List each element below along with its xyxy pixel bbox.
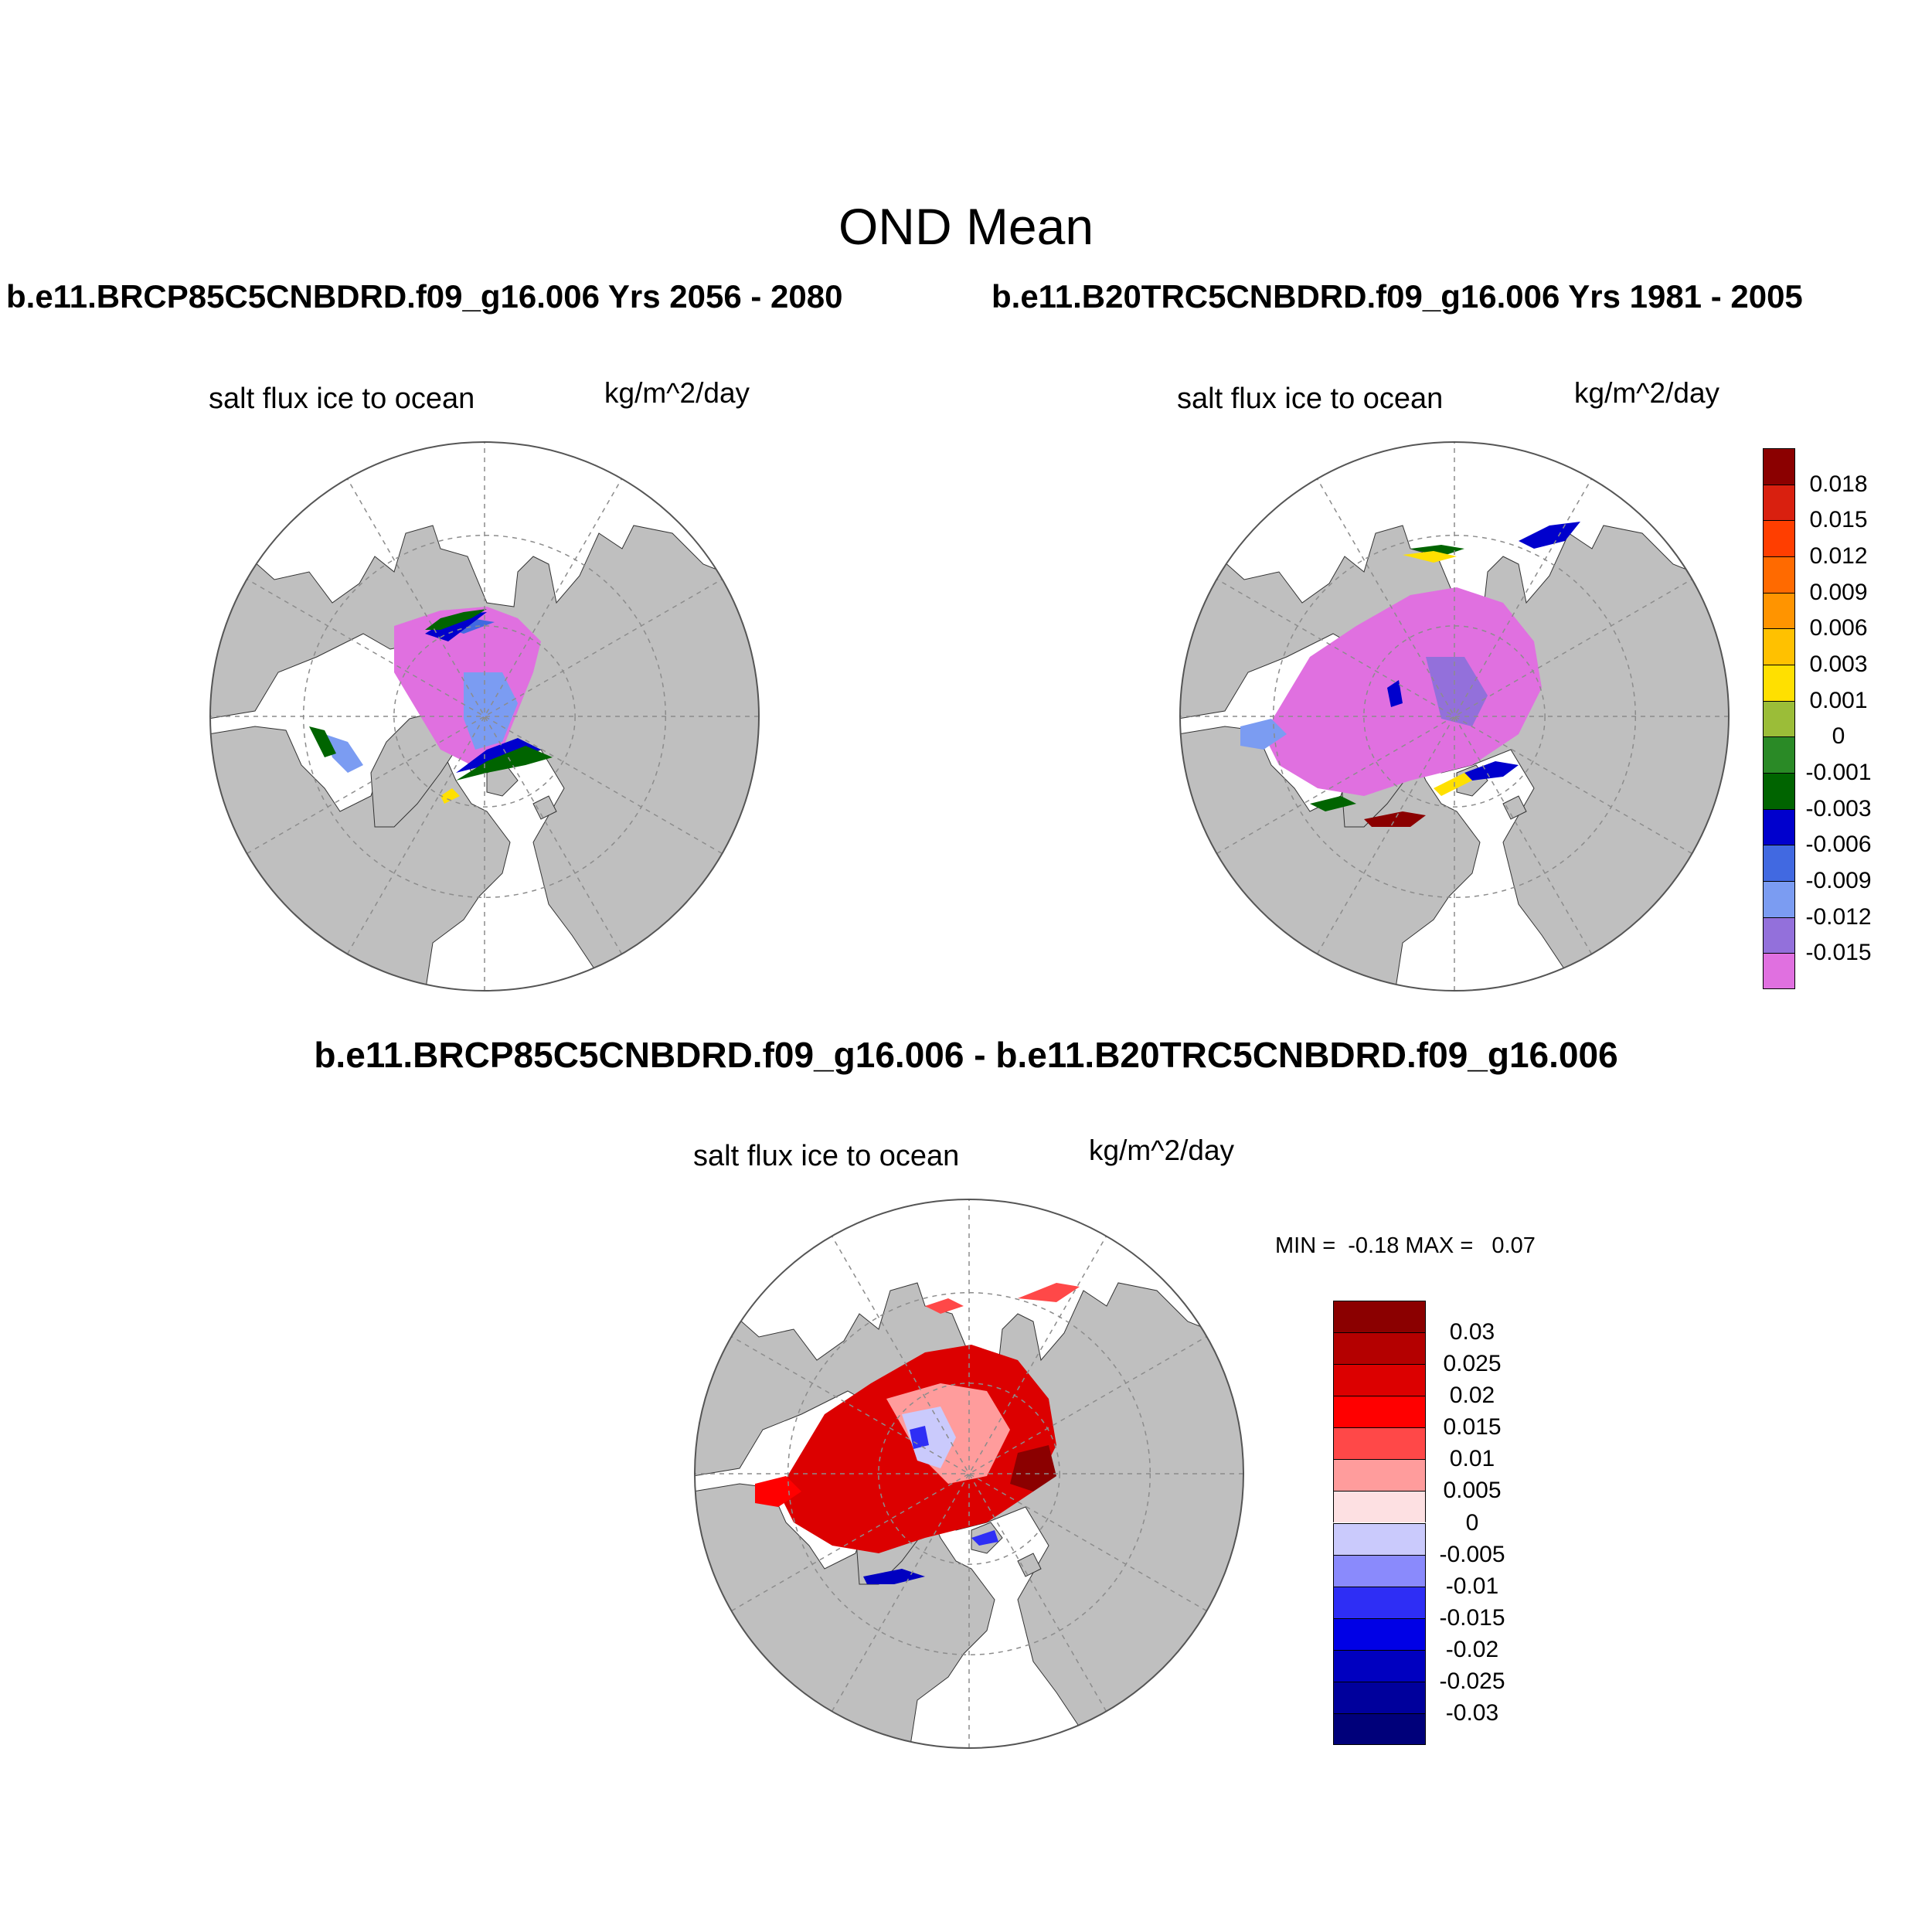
colorbar-diff-tick-label: -0.015 [1439, 1604, 1505, 1631]
panel-difference-variable-label: salt flux ice to ocean [693, 1140, 960, 1172]
panel-difference-run-title: b.e11.BRCP85C5CNBDRD.f09_g16.006 - b.e11… [314, 1035, 1618, 1075]
colorbar-diff-swatch [1333, 1586, 1426, 1618]
colorbar-difference: 0.03 0.025 0.02 0.015 0.01 0.005 0 -0.005 -0.01 -… [1333, 1301, 1534, 1745]
colorbar-diff-swatch [1333, 1617, 1426, 1650]
colorbar-main-tick-label: 0.001 [1809, 687, 1868, 713]
colorbar-main-swatch [1763, 520, 1795, 556]
colorbar-diff-tick-label: -0.01 [1445, 1573, 1499, 1599]
colorbar-main-tick-label: 0.003 [1809, 651, 1868, 677]
colorbar-main-swatch [1763, 773, 1795, 809]
colorbar-main-tick-label: -0.003 [1805, 795, 1872, 821]
polar-map-historical [1179, 441, 1730, 992]
colorbar-main-tick-label: 0.009 [1809, 579, 1868, 605]
colorbar-diff-swatch [1333, 1522, 1426, 1555]
colorbar-main-tick-label: 0.015 [1809, 507, 1868, 533]
colorbar-main-tick-label: 0.006 [1809, 615, 1868, 641]
colorbar-diff-tick-label: 0.03 [1449, 1319, 1495, 1345]
colorbar-main-tick-label: -0.006 [1805, 832, 1872, 858]
colorbar-main-swatch [1763, 845, 1795, 881]
polar-map-difference [694, 1199, 1244, 1749]
min-max-readout: MIN = -0.18 MAX = 0.07 [1275, 1233, 1536, 1258]
colorbar-diff-swatch [1333, 1649, 1426, 1682]
colorbar-diff-tick-label: 0.01 [1449, 1446, 1495, 1472]
colorbar-main-swatch [1763, 556, 1795, 593]
colorbar-diff-swatch [1333, 1427, 1426, 1460]
colorbar-diff-swatch [1333, 1396, 1426, 1428]
colorbar-main-swatch [1763, 736, 1795, 773]
colorbar-diff-tick-label: -0.02 [1445, 1636, 1499, 1662]
colorbar-diff-swatch [1333, 1364, 1426, 1396]
colorbar-main-tick-label: -0.012 [1805, 903, 1872, 930]
colorbar-main-swatch [1763, 628, 1795, 665]
figure-title: OND Mean [838, 198, 1094, 255]
colorbar-main-swatch [1763, 917, 1795, 954]
colorbar-diff-tick-label: 0.015 [1443, 1414, 1502, 1440]
colorbar-diff-tick-label: -0.025 [1439, 1668, 1505, 1694]
colorbar-main-swatch [1763, 808, 1795, 845]
colorbar-main-tick-label: 0.018 [1809, 471, 1868, 497]
colorbar-diff-swatch [1333, 1459, 1426, 1492]
colorbar-main-tick-label: 0 [1832, 723, 1845, 750]
colorbar-main-swatch [1763, 592, 1795, 629]
colorbar-main-tick-label: 0.012 [1809, 543, 1868, 569]
colorbar-main-tick-label: -0.001 [1805, 760, 1872, 785]
colorbar-diff-swatch [1333, 1332, 1426, 1365]
colorbar-diff-swatch [1333, 1301, 1426, 1333]
colorbar-main: 0.018 0.015 0.012 0.009 0.006 0.003 0.001 0 -0.0… [1763, 448, 1902, 989]
colorbar-main-swatch [1763, 448, 1795, 485]
colorbar-main-tick-label: -0.009 [1805, 868, 1872, 893]
panel-difference-units-label: kg/m^2/day [1089, 1134, 1235, 1166]
colorbar-diff-tick-label: -0.03 [1445, 1699, 1499, 1726]
colorbar-main-swatch [1763, 881, 1795, 917]
colorbar-diff-swatch [1333, 1554, 1426, 1587]
colorbar-diff-tick-label: 0.005 [1443, 1478, 1502, 1504]
colorbar-main-swatch [1763, 700, 1795, 737]
colorbar-diff-tick-label: 0 [1465, 1509, 1479, 1536]
colorbar-diff-tick-label: 0.025 [1443, 1351, 1502, 1377]
colorbar-main-swatch [1763, 484, 1795, 521]
colorbar-main-swatch [1763, 665, 1795, 701]
panel-future-units-label: kg/m^2/day [604, 377, 750, 409]
colorbar-diff-swatch [1333, 1713, 1426, 1745]
panel-historical-variable-label: salt flux ice to ocean [1177, 383, 1444, 415]
panel-historical-units-label: kg/m^2/day [1574, 377, 1720, 409]
colorbar-main-swatch [1763, 953, 1795, 989]
colorbar-main-tick-label: -0.015 [1805, 940, 1872, 966]
panel-future-variable-label: salt flux ice to ocean [209, 383, 475, 415]
panel-future-run-title: b.e11.BRCP85C5CNBDRD.f09_g16.006 Yrs 205… [6, 278, 843, 315]
panel-historical-run-title: b.e11.B20TRC5CNBDRD.f09_g16.006 Yrs 1981… [992, 278, 1803, 315]
colorbar-diff-swatch [1333, 1491, 1426, 1523]
polar-map-future [209, 441, 760, 992]
colorbar-diff-tick-label: -0.005 [1439, 1541, 1505, 1567]
colorbar-diff-swatch [1333, 1681, 1426, 1713]
colorbar-diff-tick-label: 0.02 [1449, 1383, 1495, 1409]
